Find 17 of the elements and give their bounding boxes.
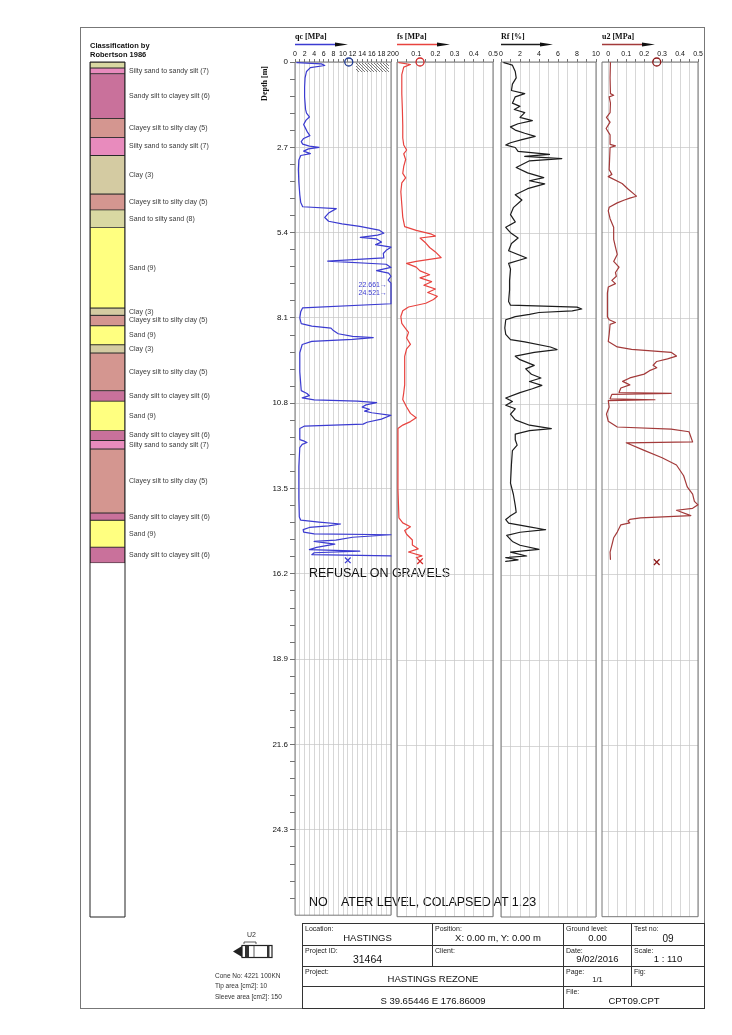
y-tick-label: 13.5 <box>272 483 289 493</box>
y-tick-label: 5.4 <box>276 227 289 237</box>
x-axis-title: qc [MPa] <box>295 31 328 41</box>
x-axis-title: fs [MPa] <box>397 31 427 41</box>
y-tick-label: 10.8 <box>272 398 289 408</box>
annotation: NO ATER LEVEL, COLAPSED AT 1.23 <box>309 895 537 910</box>
y-tick-label: 0 <box>283 57 289 67</box>
y-tick-label: 18.9 <box>272 654 289 664</box>
y-tick-label: 24.3 <box>272 825 289 835</box>
y-tick-label: 2.7 <box>276 142 289 152</box>
y-tick-label: 16.2 <box>272 569 289 579</box>
annotation: REFUSAL ON GRAVELS <box>309 566 451 581</box>
y-tick-label: 21.6 <box>272 739 289 749</box>
y-tick-label: 8.1 <box>276 313 289 323</box>
x-axis-title: Rf [%] <box>501 31 526 41</box>
y-axis-title: Depth [m] <box>260 65 270 101</box>
x-axis-title: u2 [MPa] <box>602 31 635 41</box>
